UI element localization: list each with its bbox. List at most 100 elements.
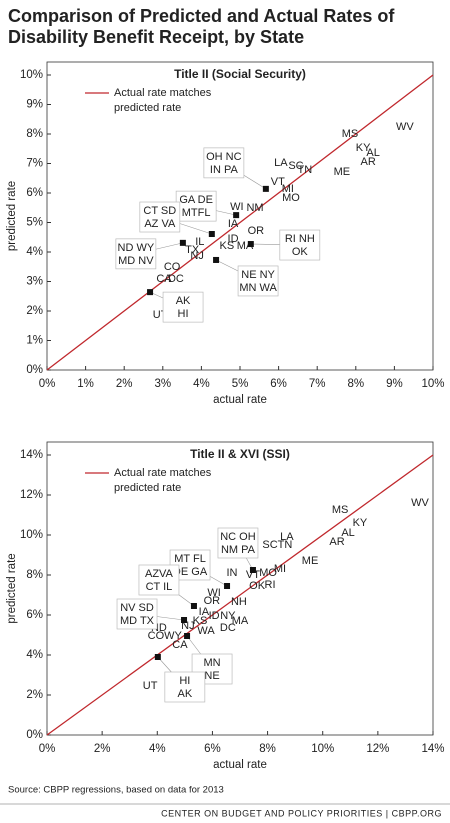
callout-label: NE NY xyxy=(241,269,275,281)
y-tick-label: 3% xyxy=(26,276,43,288)
page-title: Comparison of Predicted and Actual Rates… xyxy=(8,6,395,47)
x-tick-label: 6% xyxy=(270,378,287,390)
x-tick-label: 2% xyxy=(116,378,133,390)
callout-label: AK xyxy=(177,688,192,700)
state-label: TN xyxy=(298,164,313,176)
callout-box xyxy=(162,291,204,323)
x-tick-label: 4% xyxy=(149,743,166,755)
callout-label: NC OH xyxy=(220,531,256,543)
reference-line xyxy=(46,454,434,736)
callout-label: CT IL xyxy=(146,581,173,593)
state-label: OR xyxy=(248,225,265,237)
x-tick-label: 5% xyxy=(232,378,249,390)
y-tick-label: 7% xyxy=(26,158,43,170)
state-label: MO xyxy=(259,567,277,579)
state-label: UT xyxy=(143,680,158,692)
state-label: DC xyxy=(220,622,236,634)
state-label: IA xyxy=(199,606,210,618)
state-label: KS xyxy=(220,240,235,252)
y-tick-label: 2% xyxy=(26,689,43,701)
y-tick-label: 0% xyxy=(26,729,43,741)
source: Source: CBPP regressions, based on data … xyxy=(8,785,224,796)
callout-label: IN PA xyxy=(210,164,239,176)
point xyxy=(262,185,269,192)
legend-label: predicted rate xyxy=(114,102,181,114)
state-label: KS xyxy=(193,615,208,627)
callout-label: MT FL xyxy=(174,553,206,565)
x-tick-label: 8% xyxy=(347,378,364,390)
x-tick-label: 12% xyxy=(366,743,389,755)
x-tick-label: 9% xyxy=(386,378,403,390)
callout-label: MD TX xyxy=(120,615,155,627)
state-label: CA xyxy=(172,639,188,651)
state-label: KY xyxy=(356,142,371,154)
state-label: SC xyxy=(262,539,277,551)
state-label: NM xyxy=(246,202,263,214)
state-label: DC xyxy=(168,273,184,285)
callout-box xyxy=(279,229,321,261)
x-tick-label: 7% xyxy=(309,378,326,390)
plot-frame xyxy=(46,441,434,736)
state-label: LA xyxy=(280,531,294,543)
state-label: OK xyxy=(249,580,266,592)
x-tick-label: 0% xyxy=(39,378,56,390)
callout-label: OH NC xyxy=(206,151,242,163)
state-label: IN xyxy=(227,567,238,579)
y-tick-label: 2% xyxy=(26,305,43,317)
callout-box xyxy=(175,190,217,222)
point xyxy=(208,231,215,238)
point xyxy=(247,241,254,248)
state-label: ME xyxy=(302,555,319,567)
x-tick-label: 3% xyxy=(154,378,171,390)
state-label: SC xyxy=(288,160,303,172)
callout-label: AK xyxy=(176,295,191,307)
callout-box xyxy=(237,265,279,297)
y-tick-label: 4% xyxy=(26,649,43,661)
state-label: MS xyxy=(342,128,359,140)
x-tick-label: 1% xyxy=(77,378,94,390)
callout-label: ND WY xyxy=(118,242,155,254)
callout-box xyxy=(164,671,206,703)
point xyxy=(213,256,220,263)
state-label: NY xyxy=(220,610,236,622)
y-tick-label: 0% xyxy=(26,364,43,376)
callout-label: HI xyxy=(179,675,190,687)
state-label: ME xyxy=(334,166,351,178)
y-axis-label: predicted rate xyxy=(6,181,18,251)
y-axis-label: predicted rate xyxy=(6,553,18,623)
callout-label: AZ VA xyxy=(144,218,176,230)
callout-label: HI xyxy=(178,308,189,320)
legend-label: Actual rate matches xyxy=(114,87,212,99)
point xyxy=(154,654,161,660)
legend-label: predicted rate xyxy=(114,482,181,494)
state-label: AR xyxy=(329,536,344,548)
x-tick-label: 14% xyxy=(421,743,444,755)
state-label: WV xyxy=(411,497,429,509)
callout-label: GA DE xyxy=(179,194,213,206)
state-label: WV xyxy=(396,121,414,133)
callout-box xyxy=(203,147,245,179)
callout-label: MN WA xyxy=(239,282,277,294)
x-axis-label: actual rate xyxy=(213,394,267,406)
x-tick-label: 8% xyxy=(259,743,276,755)
state-label: TN xyxy=(278,539,293,551)
y-tick-label: 4% xyxy=(26,246,43,258)
state-label: MO xyxy=(282,192,300,204)
state-label: MI xyxy=(274,563,286,575)
panel-title: Title II & XVI (SSI) xyxy=(190,447,290,461)
state-label: WA xyxy=(197,625,215,637)
y-tick-label: 12% xyxy=(20,489,43,501)
x-axis-label: actual rate xyxy=(213,759,267,771)
x-tick-label: 10% xyxy=(311,743,334,755)
state-label: LA xyxy=(274,157,288,169)
point xyxy=(184,633,191,639)
y-tick-label: 5% xyxy=(26,217,43,229)
state-label: WI xyxy=(207,587,220,599)
callout-label: MN xyxy=(204,657,221,669)
point xyxy=(190,603,197,609)
y-tick-label: 10% xyxy=(20,529,43,541)
y-tick-label: 6% xyxy=(26,609,43,621)
point xyxy=(224,583,231,589)
state-label: MI xyxy=(282,183,294,195)
